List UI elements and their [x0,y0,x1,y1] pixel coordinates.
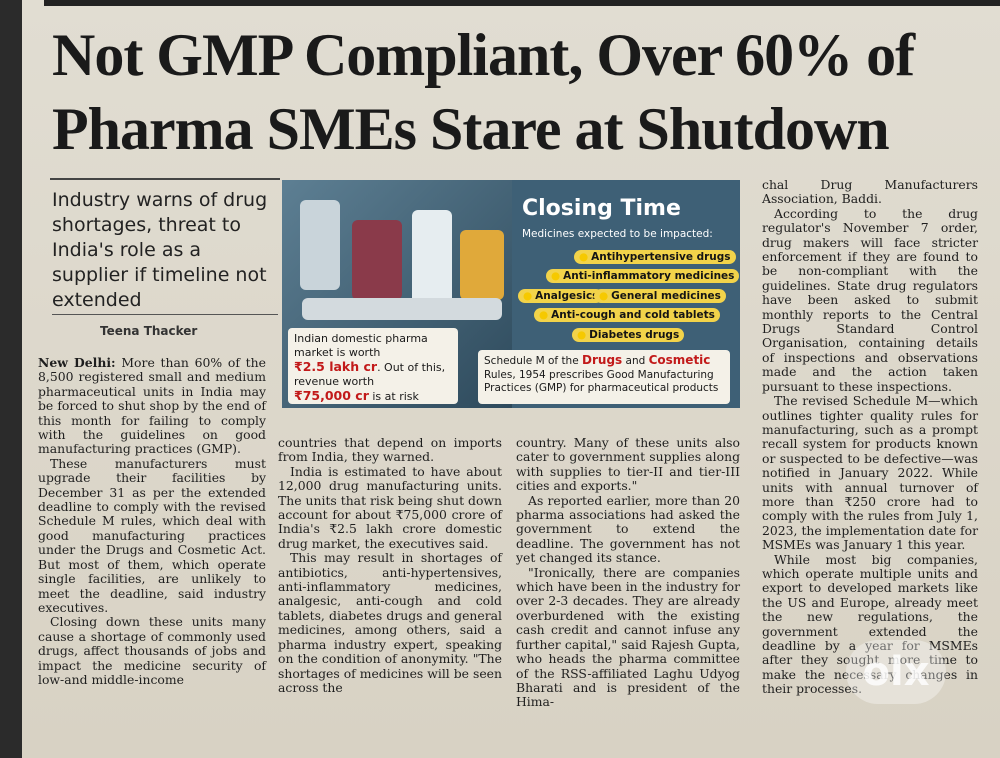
top-rule [44,0,1000,6]
paragraph: The revised Schedule M—which outlines ti… [762,393,978,553]
schedule-text-e: Rules, 1954 prescribes Good Manufacturin… [484,368,719,395]
article-column-2: countries that depend on imports from In… [278,435,502,695]
paragraph: As reported earlier, more than 20 pharma… [516,492,740,566]
market-value: ₹2.5 lakh cr [294,359,378,374]
headline: Not GMP Compliant, Over 60% of Pharma SM… [52,18,992,166]
infographic: Closing Time Medicines expected to be im… [282,180,740,408]
bottle-icon [460,230,504,300]
graphic-title: Closing Time [522,196,681,221]
schedule-cosmetic: Cosmetic [648,353,711,367]
deck-bottom-rule [52,314,278,315]
headline-line-1: Not GMP Compliant, Over 60% of [52,22,915,88]
paragraph: These manufacturers must upgrade their f… [38,455,266,615]
bottle-icon [412,210,452,310]
paragraph: country. Many of these units also cater … [516,435,740,494]
schedule-m-box: Schedule M of the Drugs and Cosmetic Rul… [478,350,730,404]
dateline: New Delhi: [38,355,116,370]
impact-item: Antihypertensive drugs [574,250,736,264]
article-column-4: chal Drug Manufacturers Association, Bad… [762,177,978,697]
byline: Teena Thacker [100,324,198,338]
article-column-1: New Delhi: More than 60% of the 8,500 re… [38,355,266,687]
paragraph: countries that depend on imports from In… [278,435,502,465]
schedule-text-a: Schedule M of the [484,355,583,367]
market-text-a: Indian domestic pharma market is worth [294,332,428,359]
impact-item: Anti-cough and cold tablets [534,308,720,322]
medicine-shelf-image [282,180,512,408]
headline-line-2: Pharma SMEs Stare at Shutdown [52,96,890,162]
risk-value: ₹75,000 cr [294,388,369,403]
paragraph: chal Drug Manufacturers Association, Bad… [762,177,978,207]
paragraph: Closing down these units many cause a sh… [38,614,266,687]
bottle-icon [352,220,402,300]
bottle-icon [300,200,340,290]
article-column-3: country. Many of these units also cater … [516,435,740,710]
market-info-box: Indian domestic pharma market is worth ₹… [288,328,458,404]
paragraph: This may result in shortages of antibiot… [278,550,502,695]
pill-strip-icon [302,298,502,320]
market-text-c: . Out of this, revenue worth [294,361,446,388]
paragraph: According to the drug regulator's Novemb… [762,205,978,394]
deck-top-rule [50,178,280,180]
impact-item: General medicines [594,289,726,303]
paragraph: "Ironically, there are companies which h… [516,564,740,710]
impact-item: Analgesics [518,289,604,303]
impact-item: Anti-inflammatory medicines [546,269,740,283]
watermark-logo: olx [846,640,946,704]
paragraph: While most big companies, which operate … [762,551,978,697]
paragraph: New Delhi: More than 60% of the 8,500 re… [38,355,266,457]
graphic-subtitle: Medicines expected to be impacted: [522,228,713,240]
market-text-e: is at risk [368,390,419,403]
paragraph: India is estimated to have about 12,000 … [278,463,502,551]
schedule-drugs: Drugs [582,353,623,367]
schedule-text-c: and [622,355,649,367]
deck: Industry warns of drug shortages, threat… [52,189,268,311]
impact-item: Diabetes drugs [572,328,685,342]
paragraph-text: More than 60% of the 8,500 registered sm… [38,355,266,457]
